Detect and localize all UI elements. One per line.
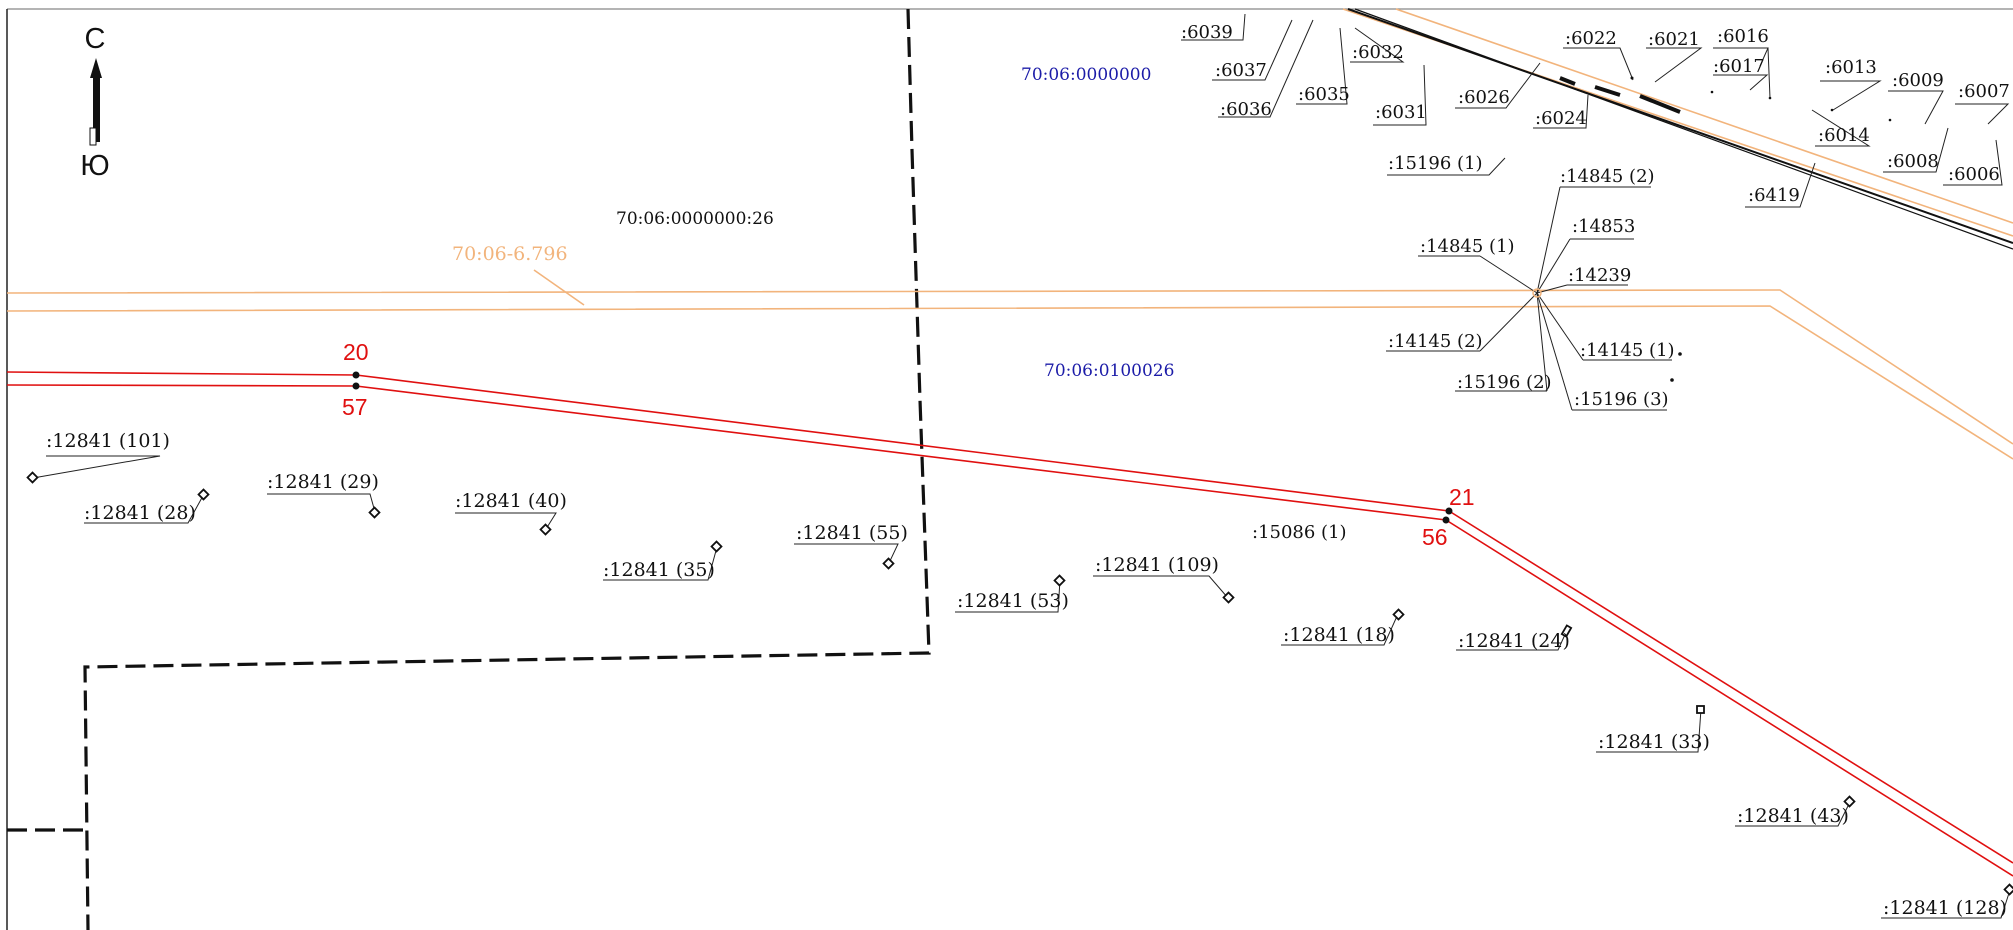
mid-leader-lines xyxy=(1386,186,1672,411)
label-14145-1: :14145 (1) xyxy=(1580,340,1675,361)
label-14239: :14239 xyxy=(1568,265,1631,286)
point-56-label: 56 xyxy=(1422,524,1448,550)
pole-marker-icon xyxy=(1392,608,1405,621)
label-15196-2: :15196 (2) xyxy=(1457,372,1552,393)
pole-label-40: :12841 (40) xyxy=(455,490,567,512)
label-6008: :6008 xyxy=(1887,151,1939,172)
north-arrow-icon: С Ю xyxy=(80,23,109,182)
railway-line xyxy=(1347,8,2013,250)
label-6026: :6026 xyxy=(1458,87,1510,108)
pole-label-109: :12841 (109) xyxy=(1095,554,1219,576)
label-15196-1: :15196 (1) xyxy=(1388,153,1483,174)
pole-marker-icon xyxy=(197,488,210,501)
label-6009: :6009 xyxy=(1892,70,1944,91)
point-57-label: 57 xyxy=(342,394,368,420)
label-6016: :6016 xyxy=(1717,26,1769,47)
label-15086-1: :15086 (1) xyxy=(1252,522,1347,543)
map-frame xyxy=(6,8,2013,930)
pole-label-24: :12841 (24) xyxy=(1458,630,1570,652)
quarter-label-0100026: 70:06:0100026 xyxy=(1044,361,1174,381)
pole-marker-icon xyxy=(1560,624,1573,638)
label-6037: :6037 xyxy=(1215,60,1267,81)
zone-label: 70:06-6.796 xyxy=(452,243,568,265)
label-6013: :6013 xyxy=(1825,57,1877,78)
label-6007: :6007 xyxy=(1958,81,2010,102)
pole-label-43: :12841 (43) xyxy=(1737,805,1849,827)
parcel-boundary-dashed xyxy=(7,8,931,930)
pole-marker-icon xyxy=(1053,574,1066,587)
point-21-label: 21 xyxy=(1449,484,1475,510)
pole-markers xyxy=(26,471,2013,896)
pole-marker-icon xyxy=(882,557,895,570)
pole-label-101: :12841 (101) xyxy=(46,430,170,452)
label-6021: :6021 xyxy=(1648,29,1700,50)
quarter-label-0000000: 70:06:0000000 xyxy=(1021,65,1151,85)
pole-label-35: :12841 (35) xyxy=(603,559,715,581)
pole-marker-icon xyxy=(2003,883,2013,896)
pole-labels: :12841 (101) :12841 (28) :12841 (29) :12… xyxy=(46,430,2007,919)
pole-marker-icon xyxy=(539,523,552,536)
pole-label-18: :12841 (18) xyxy=(1283,624,1395,646)
top-leader-lines xyxy=(1181,13,2010,208)
compass-south-label: Ю xyxy=(80,150,109,182)
boundary-points: 20 57 21 56 xyxy=(342,339,1475,550)
label-6024: :6024 xyxy=(1535,108,1587,129)
label-6032: :6032 xyxy=(1352,42,1404,63)
pole-label-28: :12841 (28) xyxy=(84,502,196,524)
parcel-label-main: 70:06:0000000:26 xyxy=(616,209,774,229)
pole-marker-icon xyxy=(710,540,723,553)
pole-label-29: :12841 (29) xyxy=(267,471,379,493)
label-14145-2: :14145 (2) xyxy=(1388,331,1483,352)
label-6006: :6006 xyxy=(1948,164,2000,185)
mid-parcel-labels: :15196 (1) :14845 (2) :14853 :14845 (1) … xyxy=(1252,153,1675,543)
pole-label-53: :12841 (53) xyxy=(957,590,1069,612)
pole-leader-lines xyxy=(32,455,2011,919)
top-parcel-labels: :6039 :6037 :6036 :6035 :6032 :6031 :602… xyxy=(1181,22,2010,206)
label-6022: :6022 xyxy=(1565,28,1617,49)
pole-label-55: :12841 (55) xyxy=(796,522,908,544)
pole-marker-icon xyxy=(1222,591,1235,604)
pole-marker-icon xyxy=(1843,795,1856,808)
label-6036: :6036 xyxy=(1220,99,1272,120)
point-20-label: 20 xyxy=(343,339,369,365)
node-marker-icon xyxy=(1532,288,1542,298)
label-6031: :6031 xyxy=(1375,102,1427,123)
label-6014: :6014 xyxy=(1818,125,1870,146)
label-14853: :14853 xyxy=(1572,216,1635,237)
label-6017: :6017 xyxy=(1713,56,1765,77)
label-6419: :6419 xyxy=(1748,185,1800,206)
survey-dots xyxy=(1630,76,1892,122)
label-6035: :6035 xyxy=(1298,84,1350,105)
power-line-red xyxy=(6,371,2013,877)
pole-label-33: :12841 (33) xyxy=(1598,731,1710,753)
pole-marker-icon xyxy=(368,506,381,519)
pole-marker-icon xyxy=(1696,705,1705,714)
label-15196-3: :15196 (3) xyxy=(1574,389,1669,410)
pole-marker-icon xyxy=(26,471,39,484)
compass-north-label: С xyxy=(85,23,106,55)
label-6039: :6039 xyxy=(1181,22,1233,43)
pole-label-128: :12841 (128) xyxy=(1883,897,2007,919)
label-14845-2: :14845 (2) xyxy=(1560,166,1655,187)
label-14845-1: :14845 (1) xyxy=(1420,236,1515,257)
